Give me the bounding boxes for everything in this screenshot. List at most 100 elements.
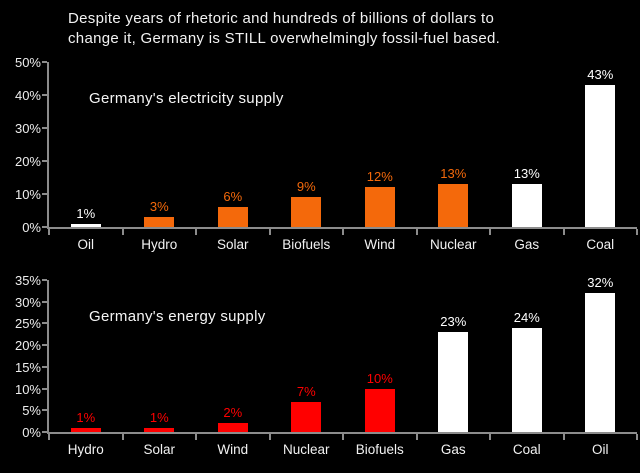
x-axis-category-label: Biofuels bbox=[282, 237, 331, 252]
x-axis-category-label: Hydro bbox=[67, 442, 104, 457]
y-axis-tick bbox=[42, 226, 47, 228]
bar-coal bbox=[585, 85, 616, 227]
x-axis-tick bbox=[195, 434, 197, 440]
bar-oil bbox=[70, 223, 101, 227]
bar-value-label: 7% bbox=[296, 383, 316, 399]
bar-hydro bbox=[144, 217, 175, 227]
y-axis-tick-label: 0% bbox=[22, 220, 41, 235]
x-axis-tick bbox=[48, 229, 50, 235]
bar-wind bbox=[364, 187, 395, 227]
figure-title-line-1: Despite years of rhetoric and hundreds o… bbox=[68, 10, 495, 27]
x-axis-tick bbox=[195, 229, 197, 235]
y-axis-tick bbox=[42, 300, 47, 303]
y-axis-tick-label: 10% bbox=[14, 187, 41, 202]
x-axis-tick bbox=[416, 229, 418, 235]
x-axis-category-label: Oil bbox=[77, 237, 95, 252]
x-axis-category-label: Hydro bbox=[141, 237, 178, 252]
bar-value-label: 12% bbox=[366, 169, 393, 185]
y-axis-tick-label: 5% bbox=[22, 403, 41, 419]
bar-value-label: 23% bbox=[440, 314, 467, 330]
x-axis-category-label: Solar bbox=[143, 442, 175, 457]
y-axis-tick-label: 40% bbox=[14, 88, 41, 103]
y-axis-tick bbox=[42, 365, 47, 368]
bar-biofuels bbox=[364, 388, 395, 432]
x-axis-category-label: Biofuels bbox=[355, 442, 404, 457]
x-axis-category-label: Gas bbox=[440, 442, 466, 457]
y-axis-tick bbox=[42, 344, 47, 347]
bar-value-label: 2% bbox=[223, 405, 243, 421]
bar-value-label: 3% bbox=[149, 199, 169, 215]
y-axis-tick-label: 30% bbox=[14, 294, 41, 310]
y-axis-tick-label: 50% bbox=[14, 55, 41, 70]
x-axis-category-label: Wind bbox=[217, 442, 249, 457]
y-axis-tick bbox=[42, 61, 47, 63]
y-axis-tick bbox=[42, 431, 47, 433]
x-axis-tick bbox=[122, 434, 124, 440]
x-axis-category-label: Nuclear bbox=[429, 237, 477, 252]
figure-title-line-2: change it, Germany is STILL overwhelming… bbox=[68, 30, 501, 47]
x-axis-tick bbox=[489, 229, 491, 235]
bar-hydro bbox=[70, 427, 101, 432]
y-axis-tick-label: 25% bbox=[14, 316, 41, 332]
x-axis-category-label: Wind bbox=[364, 237, 396, 252]
bar-value-label: 13% bbox=[440, 166, 467, 182]
bar-coal bbox=[511, 327, 542, 432]
y-axis-tick bbox=[42, 409, 47, 412]
y-axis-tick-label: 30% bbox=[14, 121, 41, 136]
bar-nuclear bbox=[438, 184, 469, 227]
y-axis-tick bbox=[42, 322, 47, 325]
bar-gas bbox=[511, 184, 542, 227]
bar-value-label: 1% bbox=[149, 409, 169, 425]
x-axis-category-label: Nuclear bbox=[282, 442, 330, 457]
y-axis-tick-label: 35% bbox=[14, 273, 41, 288]
x-axis-tick bbox=[563, 229, 565, 235]
energy-chart-title: Germany's energy supply bbox=[89, 308, 266, 325]
bar-biofuels bbox=[291, 197, 322, 227]
bar-wind bbox=[217, 423, 248, 432]
y-axis-tick-label: 10% bbox=[14, 381, 41, 397]
bar-value-label: 9% bbox=[296, 179, 316, 195]
bar-value-label: 43% bbox=[587, 67, 614, 83]
x-axis-category-label: Coal bbox=[512, 442, 541, 457]
bar-value-label: 24% bbox=[513, 309, 540, 325]
y-axis-tick-label: 20% bbox=[14, 154, 41, 169]
x-axis-category-label: Gas bbox=[514, 237, 540, 252]
y-axis-tick bbox=[42, 279, 47, 281]
x-axis-tick bbox=[489, 434, 491, 440]
x-axis-tick bbox=[269, 434, 271, 440]
bar-value-label: 1% bbox=[76, 205, 96, 221]
y-axis-tick-label: 15% bbox=[14, 359, 41, 375]
bar-oil bbox=[585, 293, 616, 432]
x-axis-tick bbox=[48, 434, 50, 440]
bar-solar bbox=[217, 207, 248, 227]
y-axis-tick-label: 0% bbox=[22, 425, 41, 440]
x-axis-tick bbox=[636, 229, 638, 235]
electricity-chart-title: Germany's electricity supply bbox=[89, 90, 284, 107]
electricity-supply-chart: Germany's electricity supply 0% 10% 20% 30%… bbox=[15, 55, 638, 252]
y-axis-tick bbox=[42, 193, 47, 195]
bar-value-label: 1% bbox=[76, 409, 96, 425]
x-axis-tick bbox=[269, 229, 271, 235]
x-axis-tick bbox=[636, 434, 638, 440]
x-axis-tick bbox=[122, 229, 124, 235]
x-axis-tick bbox=[563, 434, 565, 440]
x-axis-tick bbox=[342, 229, 344, 235]
x-axis-category-label: Solar bbox=[216, 237, 249, 252]
bar-nuclear bbox=[291, 401, 322, 432]
bar-value-label: 6% bbox=[223, 189, 243, 205]
y-axis-tick bbox=[42, 160, 47, 162]
x-axis-tick bbox=[342, 434, 344, 440]
y-axis-tick bbox=[42, 94, 47, 96]
x-axis-tick bbox=[416, 434, 418, 440]
bar-value-label: 10% bbox=[366, 370, 393, 386]
figure-title: Despite years of rhetoric and hundreds o… bbox=[68, 9, 500, 49]
bar-value-label: 32% bbox=[587, 275, 614, 291]
bar-value-label: 13% bbox=[513, 166, 540, 182]
bar-solar bbox=[144, 427, 175, 432]
y-axis-tick bbox=[42, 387, 47, 390]
y-axis-tick-label: 20% bbox=[14, 338, 41, 354]
x-axis-category-label: Oil bbox=[592, 442, 609, 457]
energy-supply-chart: Germany's energy supply 0% 5% 10% 15% 20% 25%… bbox=[15, 273, 638, 457]
bar-gas bbox=[438, 332, 469, 432]
